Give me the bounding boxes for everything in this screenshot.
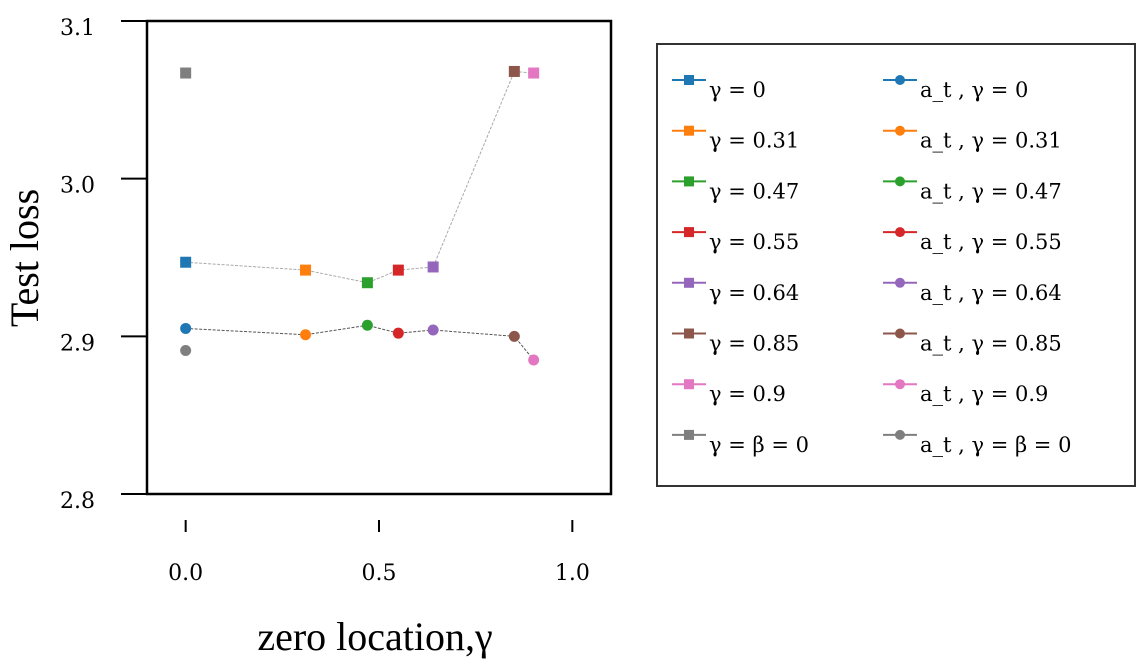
legend-entry: γ = 0.9 [672, 379, 786, 406]
y-axis-title: Test loss [2, 189, 47, 327]
x-tick-label: 0.0 [168, 561, 203, 586]
square-series-connector-line [185, 70, 534, 284]
legend-label: γ = 0.31 [709, 129, 799, 153]
legend-entry: γ = 0.64 [672, 277, 799, 305]
y-tick-label: 2.9 [60, 331, 95, 356]
legend-entry: a_t , γ = 0.31 [883, 125, 1062, 153]
circle-marker [392, 327, 404, 339]
legend-label: a_t , γ = 0.85 [920, 332, 1062, 356]
legend-square-marker [684, 379, 694, 390]
square-marker [300, 264, 312, 276]
legend-entry: a_t , γ = 0.85 [883, 328, 1062, 356]
legend-circle-marker [895, 227, 905, 238]
circle-marker [427, 324, 439, 336]
square-marker [361, 277, 373, 289]
square-marker [392, 264, 404, 276]
legend-entry: γ = 0 [672, 75, 766, 102]
square-marker [180, 67, 192, 79]
legend-label: a_t , γ = 0.64 [920, 281, 1062, 305]
legend-circle-marker [895, 75, 905, 85]
legend-label: a_t , γ = 0 [920, 78, 1028, 102]
plot-frame [145, 19, 613, 496]
legend-square-marker [684, 75, 694, 85]
legend-label: a_t , γ = β = 0 [920, 433, 1071, 457]
legend-label: γ = 0.64 [709, 281, 799, 305]
legend-circle-marker [895, 429, 905, 440]
legend-entry: a_t , γ = 0 [883, 75, 1028, 102]
circle-marker [528, 354, 540, 366]
circle-marker [508, 330, 520, 342]
square-marker [508, 65, 520, 77]
legend-square-marker [684, 125, 694, 136]
y-tick-label: 3.0 [60, 174, 95, 199]
circle-marker [180, 345, 192, 357]
legend-entry: γ = 0.55 [672, 227, 799, 254]
legend-square-marker [684, 429, 694, 440]
x-tick-label: 0.5 [362, 561, 397, 586]
legend-entry: γ = 0.47 [672, 176, 799, 203]
legend-square-marker [684, 277, 694, 288]
y-tick-label: 3.1 [60, 16, 95, 41]
legend-label: a_t , γ = 0.9 [920, 382, 1048, 406]
square-marker [528, 67, 540, 79]
legend-square-marker [684, 227, 694, 238]
legend-square-marker [684, 176, 694, 187]
circle-marker [180, 322, 192, 334]
x-axis-title: zero location,γ [257, 614, 492, 659]
legend-circle-marker [895, 277, 905, 288]
legend-entry: γ = 0.31 [672, 125, 799, 153]
legend-entry: γ = 0.85 [672, 328, 799, 356]
circle-series-connector-line [185, 324, 535, 361]
y-axis-ticks: 2.8 2.9 3.0 3.1 [60, 16, 147, 514]
legend-circle-marker [895, 379, 905, 390]
legend-entry: a_t , γ = 0.55 [883, 227, 1062, 254]
legend-entry: a_t , γ = 0.64 [883, 277, 1062, 305]
legend-label: γ = 0 [709, 78, 766, 102]
legend-label: γ = 0.9 [709, 382, 786, 406]
legend-square-marker [684, 328, 694, 339]
square-marker [427, 261, 439, 273]
data-markers [180, 65, 540, 366]
legend-entry: a_t , γ = 0.9 [883, 379, 1048, 406]
legend-entry: a_t , γ = β = 0 [883, 429, 1071, 457]
legend-entry: a_t , γ = 0.47 [883, 176, 1062, 203]
legend-box [656, 43, 1136, 487]
legend-label: a_t , γ = 0.47 [920, 179, 1062, 203]
circle-marker [300, 329, 312, 341]
circle-marker [361, 319, 373, 331]
legend-label: γ = 0.85 [709, 332, 799, 356]
legend-circle-marker [895, 125, 905, 136]
legend-label: γ = 0.55 [709, 230, 799, 254]
legend: γ = 0 γ = 0.31 γ = 0.47 γ = 0.55 γ = 0.64 γ =… [672, 75, 1071, 457]
legend-label: γ = β = 0 [709, 433, 809, 457]
x-axis-ticks: 0.0 0.5 1.0 [168, 520, 590, 586]
legend-circle-marker [895, 176, 905, 187]
y-tick-label: 2.8 [60, 489, 95, 514]
legend-label: γ = 0.47 [709, 179, 799, 203]
square-marker [180, 256, 192, 268]
connector-lines [185, 70, 535, 361]
legend-circle-marker [895, 328, 905, 339]
legend-label: a_t , γ = 0.55 [920, 230, 1062, 254]
x-tick-label: 1.0 [555, 561, 590, 586]
legend-entry: γ = β = 0 [672, 429, 809, 457]
legend-label: a_t , γ = 0.31 [920, 129, 1062, 153]
